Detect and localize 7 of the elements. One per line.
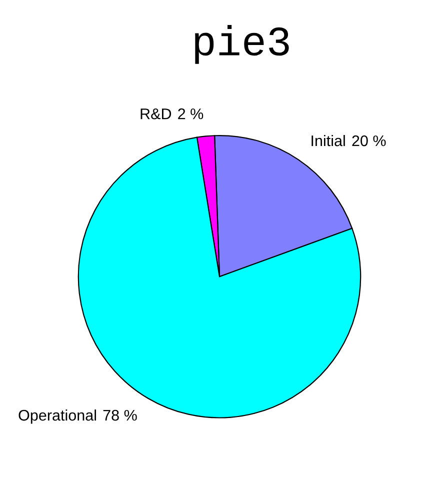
- slice-label: R&D: [140, 108, 172, 120]
- data-label: 20 %: [352, 135, 386, 146]
- slice-label: Initial: [312, 134, 345, 146]
- data-label: 78 %: [103, 410, 137, 421]
- chart-title: pie3: [195, 25, 289, 64]
- slice-label: Operational: [18, 409, 96, 424]
- data-label: 2 %: [178, 108, 204, 120]
